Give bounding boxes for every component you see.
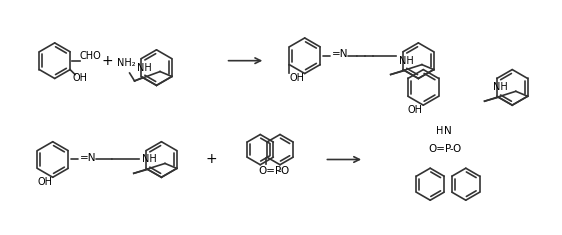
Text: NH₂: NH₂ bbox=[117, 58, 136, 68]
Text: H: H bbox=[437, 126, 444, 136]
Text: O=P: O=P bbox=[428, 144, 452, 154]
Text: +: + bbox=[101, 54, 113, 68]
Text: NH: NH bbox=[137, 63, 152, 73]
Text: CHO: CHO bbox=[79, 51, 101, 61]
Text: NH: NH bbox=[493, 82, 507, 92]
Text: =N: =N bbox=[332, 49, 348, 59]
Text: +: + bbox=[205, 153, 217, 167]
Text: NH: NH bbox=[399, 56, 414, 66]
Text: -O: -O bbox=[450, 144, 462, 154]
Text: =N: =N bbox=[80, 153, 97, 163]
Text: NH: NH bbox=[142, 154, 157, 164]
Text: OH: OH bbox=[289, 74, 304, 83]
Text: OH: OH bbox=[37, 177, 52, 187]
Text: O=P: O=P bbox=[259, 166, 282, 176]
Text: OH: OH bbox=[408, 105, 423, 115]
Text: N: N bbox=[444, 126, 452, 136]
Text: OH: OH bbox=[73, 74, 88, 83]
Text: -O: -O bbox=[278, 166, 290, 176]
